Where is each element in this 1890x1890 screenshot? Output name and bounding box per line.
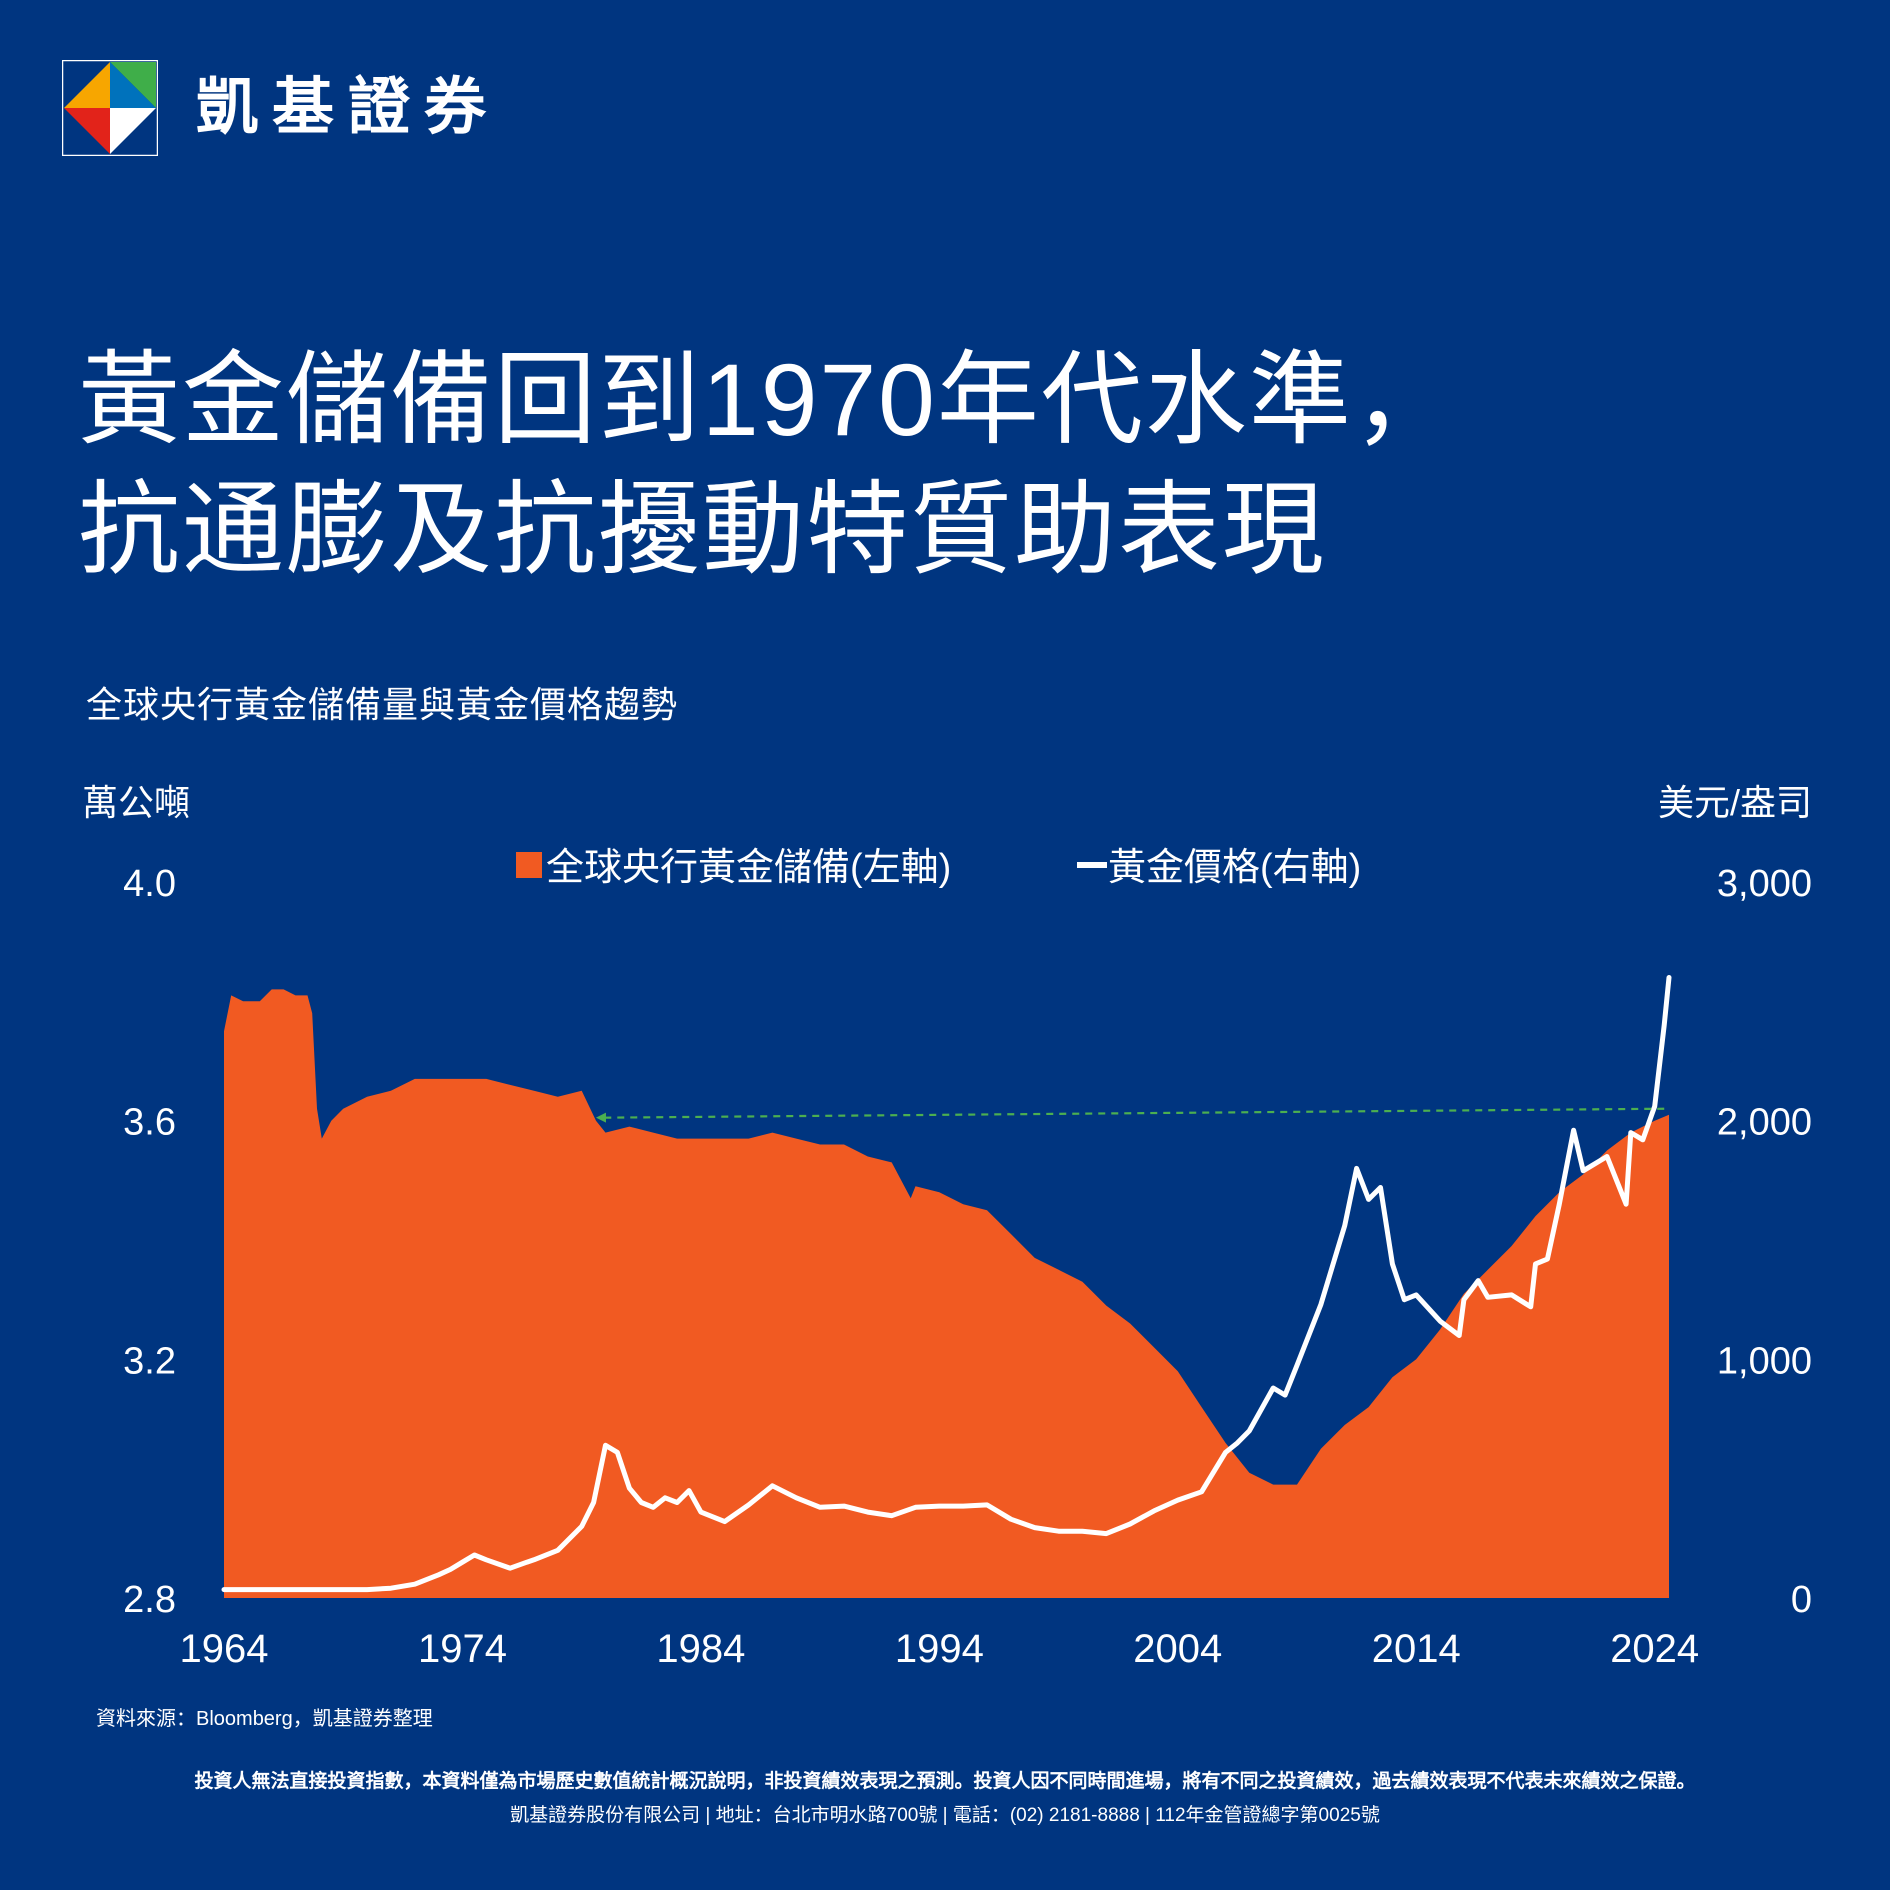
y-right-tick-label: 3,000	[1717, 863, 1812, 905]
company-info: 凱基證券股份有限公司 | 地址：台北市明水路700號 | 電話：(02) 218…	[510, 1805, 1380, 1826]
x-tick-label: 1974	[418, 1627, 507, 1671]
source-note: 資料來源：Bloomberg，凱基證券整理	[96, 1708, 433, 1730]
x-tick-label: 1984	[656, 1627, 745, 1671]
kgi-logo-icon	[62, 60, 158, 156]
disclaimer-text: 投資人無法直接投資指數，本資料僅為市場歷史數值統計概況說明，非投資績效表現之預測…	[194, 1771, 1696, 1792]
y-axis-right-label: 美元/盎司	[1658, 782, 1812, 823]
gold-price-line	[221, 975, 1672, 1593]
reference-arrow	[595, 1107, 1665, 1123]
brand-name: 凱基證券	[196, 73, 501, 142]
y-left-tick-label: 2.8	[123, 1579, 176, 1621]
page-headline: 黃金儲備回到1970年代水準， 抗通膨及抗擾動特質助表現	[78, 335, 1457, 595]
headline-line-1: 黃金儲備回到1970年代水準，	[78, 343, 1457, 457]
y-axis-left-label: 萬公噸	[82, 782, 190, 823]
chart-title: 全球央行黃金儲備量與黃金價格趨勢	[86, 684, 679, 725]
x-tick-label: 2004	[1133, 1627, 1222, 1671]
legend: 全球央行黃金儲備(左軸) 黃金價格(右軸)	[516, 847, 1361, 889]
y-right-tick-label: 2,000	[1717, 1102, 1812, 1144]
reserves-area	[224, 989, 1669, 1598]
y-left-tick-label: 3.6	[123, 1102, 176, 1144]
legend-swatch-reserves	[516, 852, 542, 878]
y-axis-left: 4.0 3.6 3.2 2.8	[123, 863, 176, 1621]
legend-label-price: 黃金價格(右軸)	[1108, 847, 1361, 889]
x-axis: 1964 1974 1984 1994 2004 2014 2024	[180, 1627, 1700, 1671]
legend-swatch-price	[1077, 862, 1107, 868]
x-tick-label: 1964	[180, 1627, 269, 1671]
x-tick-label: 2014	[1372, 1627, 1461, 1671]
y-left-tick-label: 3.2	[123, 1340, 176, 1382]
headline-line-2: 抗通膨及抗擾動特質助表現	[78, 473, 1326, 587]
x-tick-label: 2024	[1610, 1627, 1699, 1671]
y-axis-right: 3,000 2,000 1,000 0	[1717, 863, 1812, 1621]
reference-arrow-head	[595, 1112, 606, 1123]
brand-logo: 凱基證券	[62, 60, 500, 156]
y-right-tick-label: 1,000	[1717, 1340, 1812, 1382]
y-right-tick-label: 0	[1791, 1579, 1812, 1621]
x-tick-label: 1994	[895, 1627, 984, 1671]
legend-label-reserves: 全球央行黃金儲備(左軸)	[546, 847, 951, 889]
y-left-tick-label: 4.0	[123, 863, 176, 905]
reference-dashed-line	[603, 1107, 1665, 1119]
